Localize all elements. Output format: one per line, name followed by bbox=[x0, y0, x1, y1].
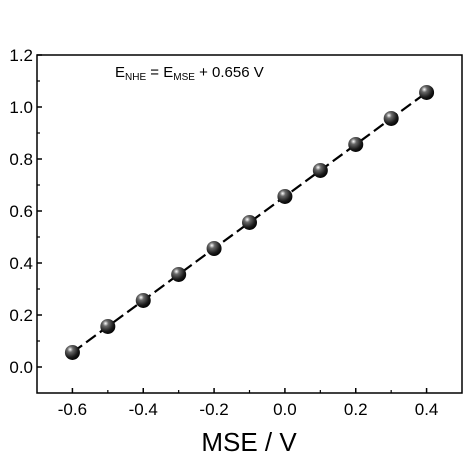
y-tick-label: 0.4 bbox=[9, 254, 33, 273]
y-tick-label: 1.0 bbox=[9, 98, 33, 117]
data-point bbox=[64, 344, 80, 360]
data-point bbox=[419, 84, 435, 100]
eq-equals: = E bbox=[146, 64, 173, 81]
data-point bbox=[383, 110, 399, 126]
eq-rest: + 0.656 V bbox=[195, 64, 264, 81]
x-tick-label: -0.4 bbox=[129, 400, 158, 419]
data-point bbox=[312, 162, 328, 178]
y-tick-label: 0.2 bbox=[9, 306, 33, 325]
data-point bbox=[348, 136, 364, 152]
x-tick-label: -0.2 bbox=[199, 400, 228, 419]
eq-e1: E bbox=[115, 64, 125, 81]
x-axis: -0.6 -0.4 -0.2 0.0 0.2 0.4 bbox=[58, 388, 439, 419]
eq-sub-mse: MSE bbox=[173, 72, 195, 83]
data-points bbox=[64, 84, 435, 360]
x-tick-label: 0.0 bbox=[273, 400, 297, 419]
y-tick-label: 0.6 bbox=[9, 202, 33, 221]
y-axis: 0.0 0.2 0.4 0.6 0.8 1.0 1.2 bbox=[9, 46, 42, 377]
y-tick-label: 1.2 bbox=[9, 46, 33, 65]
y-tick-label: 0.0 bbox=[9, 358, 33, 377]
data-point bbox=[100, 318, 116, 334]
data-point bbox=[277, 188, 293, 204]
x-tick-label: -0.6 bbox=[58, 400, 87, 419]
eq-sub-nhe: NHE bbox=[125, 72, 146, 83]
data-point bbox=[171, 266, 187, 282]
data-point bbox=[206, 240, 222, 256]
x-tick-label: 0.4 bbox=[415, 400, 439, 419]
x-tick-label: 0.2 bbox=[344, 400, 368, 419]
data-point bbox=[242, 214, 257, 230]
equation-annotation: ENHE = EMSE + 0.656 V bbox=[115, 64, 264, 83]
x-axis-label: MSE / V bbox=[201, 427, 297, 457]
fit-line bbox=[71, 91, 428, 354]
data-point bbox=[135, 292, 151, 308]
y-tick-label: 0.8 bbox=[9, 150, 33, 169]
